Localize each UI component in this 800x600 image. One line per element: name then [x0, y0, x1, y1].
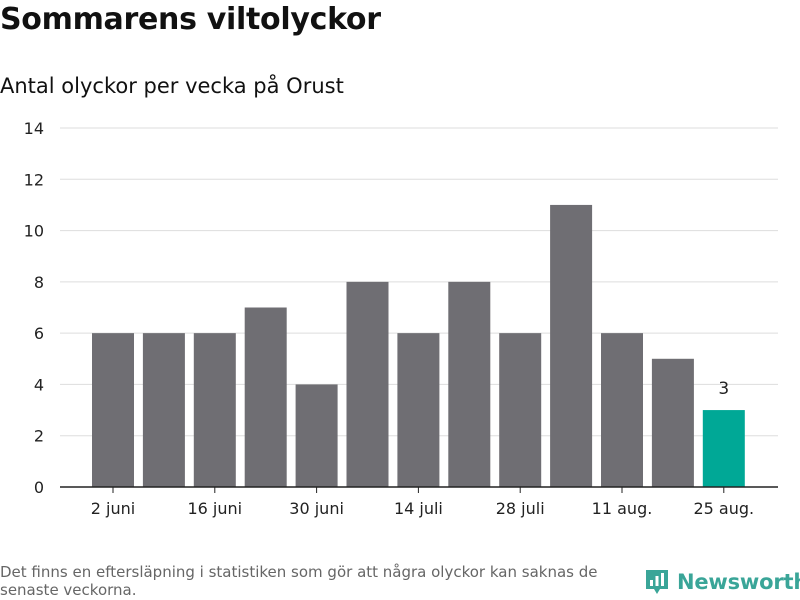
- data-labels: 3: [718, 379, 729, 399]
- x-tick-label: 16 juni: [187, 499, 242, 518]
- x-tick-label: 11 aug.: [592, 499, 653, 518]
- y-tick-label: 10: [24, 222, 44, 241]
- brand-logo[interactable]: Newsworthy: [644, 568, 800, 596]
- y-tick-label: 8: [34, 273, 44, 292]
- x-tick-label: 14 juli: [394, 499, 443, 518]
- y-axis-ticks: 0 2 4 6 8 10 12 14: [24, 119, 44, 497]
- bars: [60, 204, 778, 488]
- x-axis-ticks: 2 juni 16 juni 30 juni 14 juli 28 juli 11 aug…: [91, 487, 754, 518]
- x-tick-label: 28 juli: [496, 499, 545, 518]
- brand-name: Newsworthy: [677, 570, 800, 594]
- y-tick-label: 6: [34, 324, 44, 343]
- footnote: Det finns en eftersläpning i statistiken…: [0, 563, 598, 599]
- bar: [295, 384, 338, 487]
- x-tick-label: 30 juni: [289, 499, 344, 518]
- y-tick-label: 12: [24, 170, 44, 189]
- y-tick-label: 2: [34, 427, 44, 446]
- data-label: 3: [718, 379, 729, 399]
- bar: [601, 333, 643, 487]
- bar: [244, 307, 287, 487]
- newsworthy-logo-icon: [646, 570, 668, 594]
- bar: [142, 333, 185, 487]
- chart-title: Sommarens viltolyckor: [0, 2, 381, 37]
- bar: [346, 281, 389, 487]
- bar: [397, 333, 440, 487]
- y-tick-label: 14: [24, 119, 44, 138]
- x-tick-label: 2 juni: [91, 499, 135, 518]
- x-tick-label: 25 aug.: [693, 499, 754, 518]
- bar: [702, 410, 745, 487]
- chart-subtitle: Antal olyckor per vecka på Orust: [0, 74, 344, 98]
- bar: [499, 333, 542, 487]
- y-tick-label: 4: [34, 375, 44, 394]
- bar: [448, 281, 491, 487]
- bar: [193, 333, 236, 487]
- bar: [651, 358, 694, 487]
- bar: [550, 204, 593, 487]
- y-tick-label: 0: [34, 478, 44, 497]
- bar: [92, 333, 134, 487]
